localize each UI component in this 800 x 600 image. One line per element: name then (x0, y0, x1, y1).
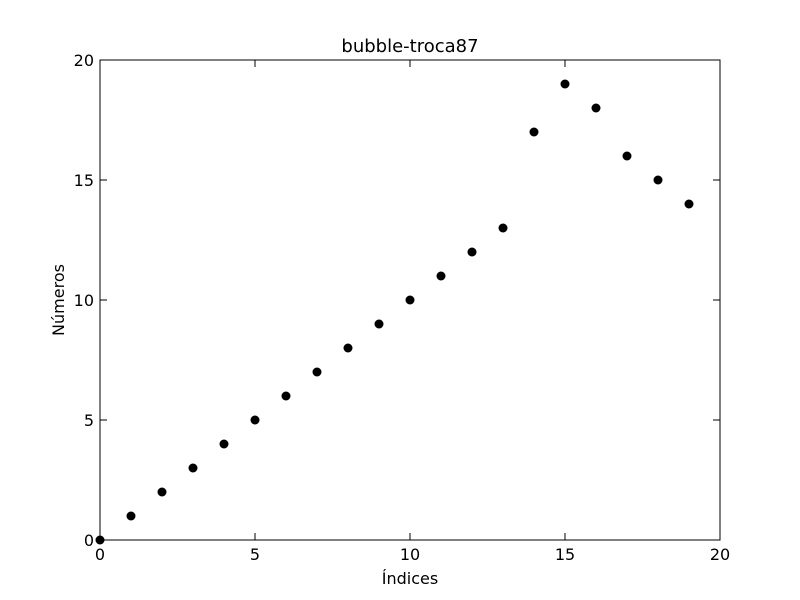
y-axis-label: Números (49, 264, 68, 336)
data-point (281, 391, 291, 401)
data-point (95, 535, 105, 545)
x-tick-label: 5 (250, 545, 260, 564)
data-point (126, 511, 136, 521)
data-point (374, 319, 384, 329)
data-point (343, 343, 353, 353)
data-point (312, 367, 322, 377)
data-point (560, 79, 570, 89)
data-points (95, 79, 694, 545)
data-point (157, 487, 167, 497)
y-tick-label: 0 (84, 531, 94, 550)
x-tick-label: 0 (95, 545, 105, 564)
x-tick-label: 15 (555, 545, 575, 564)
data-point (591, 103, 601, 113)
x-axis-label: Índices (382, 569, 438, 588)
y-tick-label: 5 (84, 411, 94, 430)
data-point (653, 175, 663, 185)
data-point (188, 463, 198, 473)
chart-title: bubble-troca87 (341, 36, 478, 57)
y-tick-label: 10 (74, 291, 94, 310)
data-point (250, 415, 260, 425)
data-point (684, 199, 694, 209)
x-tick-label: 10 (400, 545, 420, 564)
y-tick-label: 15 (74, 171, 94, 190)
data-point (405, 295, 415, 305)
data-point (219, 439, 229, 449)
y-tick-label: 20 (74, 51, 94, 70)
data-point (622, 151, 632, 161)
axis-ticks: 0 5 10 15 20 0 5 10 15 20 (74, 51, 731, 564)
x-tick-label: 20 (710, 545, 730, 564)
data-point (529, 127, 539, 137)
data-point (467, 247, 477, 257)
data-point (436, 271, 446, 281)
data-point (498, 223, 508, 233)
